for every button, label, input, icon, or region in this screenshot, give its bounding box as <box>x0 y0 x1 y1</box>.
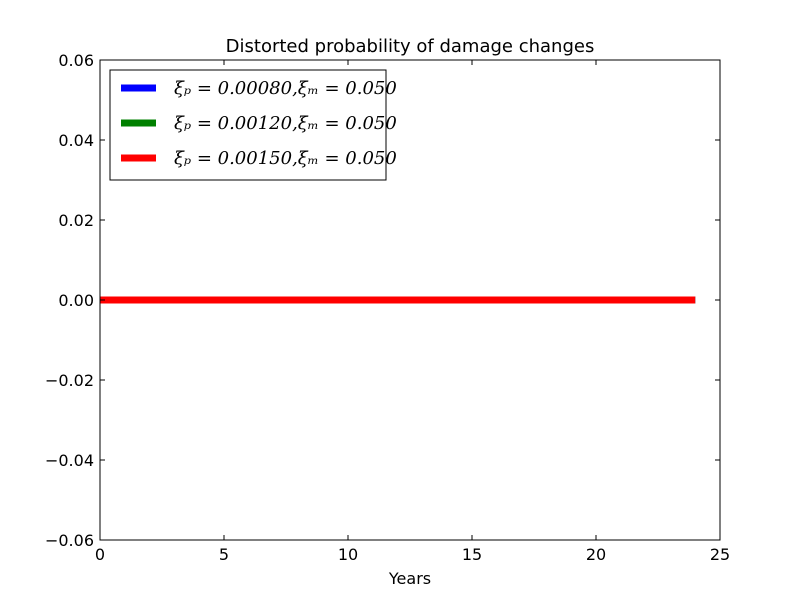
y-tick-label: 0.02 <box>58 211 94 230</box>
x-tick-label: 0 <box>95 545 105 564</box>
legend-label: ξₚ = 0.00150,ξₘ = 0.050 <box>174 148 397 169</box>
ticks-layer: 0 5 10 15 20 25 −0.06 −0.04 −0.02 0.00 0.02 0.04 0.0… <box>45 51 730 564</box>
legend: ξₚ = 0.00080,ξₘ = 0.050 ξₚ = 0.00120,ξₘ =… <box>109 69 397 181</box>
y-tick-label: 0.04 <box>58 131 94 150</box>
x-tick-label: 5 <box>219 545 229 564</box>
x-axis-label: Years <box>388 569 431 588</box>
y-tick-label: −0.04 <box>45 451 94 470</box>
x-tick-label: 25 <box>710 545 730 564</box>
x-tick-label: 10 <box>338 545 358 564</box>
x-tick-label: 20 <box>586 545 606 564</box>
chart-title: Distorted probability of damage changes <box>226 36 595 57</box>
y-tick-label: −0.06 <box>45 531 94 550</box>
legend-label: ξₚ = 0.00080,ξₘ = 0.050 <box>174 78 397 99</box>
x-tick-label: 15 <box>462 545 482 564</box>
y-tick-label: 0.06 <box>58 51 94 70</box>
y-tick-label: −0.02 <box>45 371 94 390</box>
y-tick-label: 0.00 <box>58 291 94 310</box>
legend-label: ξₚ = 0.00120,ξₘ = 0.050 <box>174 113 397 134</box>
